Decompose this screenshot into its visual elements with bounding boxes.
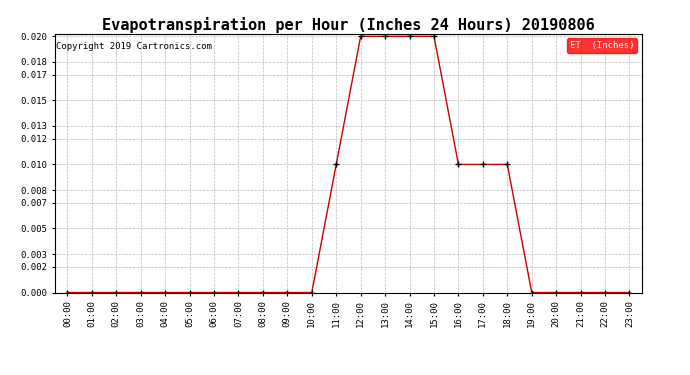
Legend: ET  (Inches): ET (Inches) <box>567 38 637 53</box>
Title: Evapotranspiration per Hour (Inches 24 Hours) 20190806: Evapotranspiration per Hour (Inches 24 H… <box>102 16 595 33</box>
Text: Copyright 2019 Cartronics.com: Copyright 2019 Cartronics.com <box>56 42 212 51</box>
